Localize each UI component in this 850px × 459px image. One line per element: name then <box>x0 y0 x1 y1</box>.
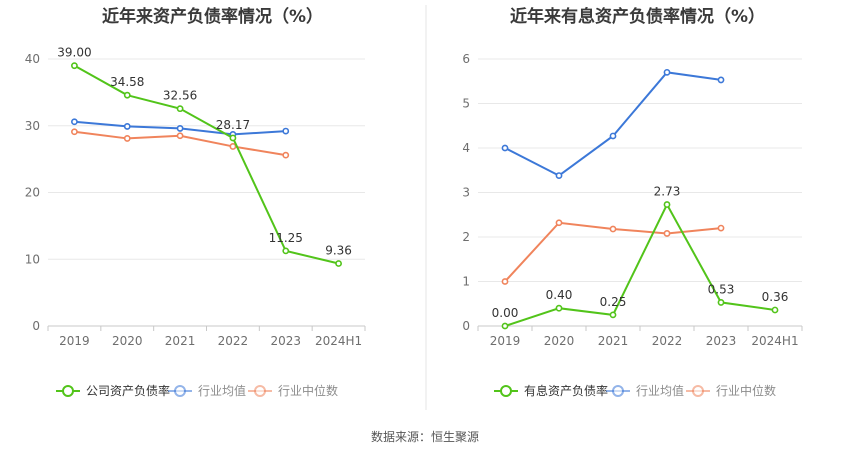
left-series-line <box>73 64 339 265</box>
right-data-label: 0.00 <box>492 306 519 320</box>
left-data-label: 9.36 <box>325 244 352 258</box>
right-x-tick-label: 2023 <box>706 334 737 348</box>
right-y-tick-label: 3 <box>462 186 470 200</box>
left-y-tick-label: 20 <box>25 186 40 200</box>
right-data-label: 0.53 <box>708 282 735 296</box>
right-data-point <box>609 225 617 233</box>
right-legend-marker <box>692 385 704 397</box>
right-legend-label: 行业均值 <box>636 383 684 398</box>
right-x-tick-label: 2020 <box>544 334 575 348</box>
right-series-line <box>504 202 776 327</box>
left-legend-marker <box>174 385 186 397</box>
right-x-tick-label: 2022 <box>652 334 683 348</box>
right-data-point <box>609 132 617 140</box>
left-legend-label: 公司资产负债率 <box>86 383 170 398</box>
left-chart: 0 10 20 30 40 2019 2020 2021 2022 2023 2024H1 39.00… <box>25 46 366 398</box>
right-chart-title: 近年来有息资产负债率情况（%） <box>509 7 766 27</box>
left-x-tick-label: 2019 <box>59 334 90 348</box>
left-data-point <box>282 127 290 135</box>
left-data-point <box>176 105 184 113</box>
right-data-point <box>717 224 725 232</box>
right-y-tick-label: 6 <box>462 52 470 66</box>
left-data-point <box>71 118 78 126</box>
right-data-label: 0.36 <box>762 290 789 304</box>
left-y-tick-label: 30 <box>25 119 40 133</box>
right-series-line <box>504 71 722 177</box>
left-data-point <box>123 123 131 130</box>
right-y-tick-label: 0 <box>462 319 470 333</box>
right-data-point <box>609 311 617 319</box>
left-data-label: 32.56 <box>163 89 197 103</box>
left-data-point <box>335 260 342 267</box>
right-data-point <box>663 230 671 237</box>
left-data-point <box>282 151 290 159</box>
left-chart-title: 近年来资产负债率情况（%） <box>101 7 324 27</box>
right-x-tick-label: 2019 <box>490 334 521 348</box>
left-x-tick-label: 2024H1 <box>315 334 362 348</box>
right-y-tick-label: 1 <box>462 275 470 289</box>
data-source-note: 数据来源：恒生聚源 <box>370 430 479 444</box>
right-data-label: 0.25 <box>600 295 627 309</box>
right-x-tick-label: 2021 <box>598 334 629 348</box>
left-data-point <box>229 134 237 142</box>
left-x-tick-label: 2021 <box>165 334 196 348</box>
right-legend-marker <box>500 385 512 397</box>
left-data-label: 28.17 <box>216 118 250 132</box>
right-legend-marker <box>612 385 624 397</box>
right-data-point <box>663 201 671 208</box>
right-data-point <box>555 219 563 227</box>
left-x-tick-label: 2023 <box>270 334 301 348</box>
right-data-point <box>555 172 563 179</box>
right-y-tick-label: 4 <box>462 141 470 155</box>
left-data-label: 39.00 <box>57 46 91 60</box>
left-legend-label: 行业中位数 <box>278 383 338 398</box>
left-legend-marker <box>62 385 74 397</box>
right-x-tick-label: 2024H1 <box>751 334 798 348</box>
right-y-tick-label: 2 <box>462 230 470 244</box>
left-y-tick-label: 40 <box>25 52 40 66</box>
left-legend-marker <box>254 385 266 397</box>
right-data-point <box>663 68 671 76</box>
right-legend-label: 行业中位数 <box>716 383 776 398</box>
left-data-point <box>176 125 184 132</box>
left-data-point <box>71 128 78 136</box>
right-data-point <box>501 278 509 285</box>
right-data-label: 2.73 <box>654 185 681 199</box>
left-legend-label: 行业均值 <box>198 383 246 398</box>
right-data-point <box>717 299 725 306</box>
left-x-tick-label: 2020 <box>112 334 143 348</box>
left-data-point <box>282 247 290 255</box>
right-legend-label: 有息资产负债率 <box>524 383 608 398</box>
left-y-tick-label: 10 <box>25 252 40 266</box>
left-data-point <box>176 132 184 140</box>
left-data-point <box>71 62 78 70</box>
right-y-tick-label: 5 <box>462 97 470 111</box>
right-data-point <box>771 306 779 314</box>
left-y-tick-label: 0 <box>32 319 40 333</box>
right-data-point <box>717 76 725 84</box>
right-data-label: 0.40 <box>546 288 573 302</box>
left-data-point <box>229 143 237 150</box>
left-data-label: 11.25 <box>269 231 303 245</box>
right-data-point <box>501 144 509 152</box>
right-data-point <box>555 304 563 312</box>
right-chart: 0 1 2 3 4 5 6 2019 2020 2021 2022 2023 2024H1 0.00 0.4… <box>462 52 803 398</box>
left-data-label: 34.58 <box>110 75 144 89</box>
left-x-tick-label: 2022 <box>218 334 249 348</box>
left-data-point <box>123 91 131 99</box>
left-data-point <box>123 135 131 142</box>
right-data-point <box>501 322 509 330</box>
